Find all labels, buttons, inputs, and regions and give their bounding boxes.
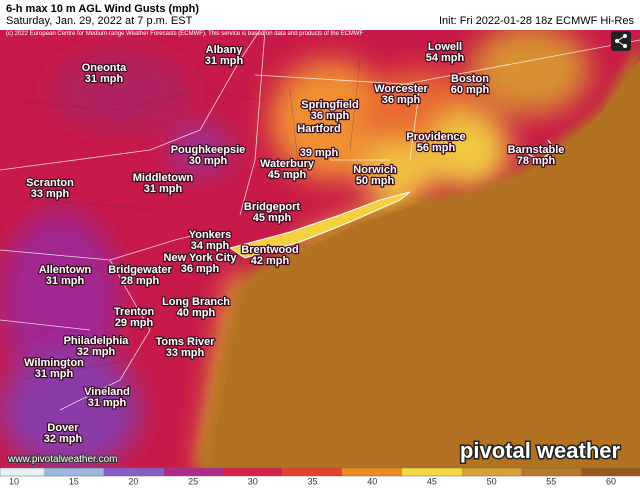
city-name: Boston [451, 73, 489, 85]
colorbar-swatch [163, 468, 223, 476]
city-gust: 32 mph [77, 346, 116, 358]
city-gust: 30 mph [189, 155, 228, 167]
city-gust: 31 mph [144, 183, 183, 195]
init-time: Init: Fri 2022-01-28 18z ECMWF Hi-Res [439, 15, 634, 27]
city-name: Oneonta [82, 62, 127, 74]
city-gust: 56 mph [417, 142, 456, 154]
city-name: Springfield [301, 99, 358, 111]
city-name: Philadelphia [64, 335, 130, 347]
city-name: Scranton [26, 177, 74, 189]
city-gust: 32 mph [44, 433, 83, 445]
share-icon [615, 34, 627, 48]
city-name: Poughkeepsie [171, 144, 246, 156]
city-name: Long Branch [162, 296, 230, 308]
city-gust: 29 mph [115, 317, 154, 329]
city-gust: 42 mph [251, 255, 290, 267]
colorbar-swatch [103, 468, 164, 476]
city-gust: 40 mph [177, 307, 216, 319]
city-gust: 31 mph [205, 55, 244, 67]
colorbar-swatch [342, 468, 403, 476]
city-gust: 50 mph [356, 175, 395, 187]
city-gust: 28 mph [121, 275, 160, 287]
city-gust: 36 mph [311, 110, 350, 122]
city-gust: 45 mph [268, 169, 307, 181]
city-name: Bridgeport [244, 201, 301, 213]
city-gust: 31 mph [88, 397, 127, 409]
colorbar-tick: 15 [69, 476, 79, 486]
city-gust: 31 mph [35, 368, 74, 380]
city-gust: 60 mph [451, 84, 490, 96]
city-gust: 45 mph [253, 212, 292, 224]
watermark-url: www.pivotalweather.com [7, 454, 118, 465]
city-name: Norwich [353, 164, 397, 176]
colorbar-tick: 25 [188, 476, 198, 486]
colorbar-tick: 40 [367, 476, 377, 486]
city-gust: 54 mph [426, 52, 465, 64]
city-gust: 31 mph [85, 73, 124, 85]
city-name: Yonkers [189, 229, 232, 241]
city-gust: 31 mph [46, 275, 85, 287]
map [0, 30, 640, 468]
colorbar-swatch [222, 468, 283, 476]
city-name: Lowell [428, 41, 462, 53]
city-name: New York City [164, 252, 238, 264]
city-name: Providence [406, 131, 465, 143]
city-name: Toms River [155, 336, 215, 348]
city-name: Vineland [84, 386, 130, 398]
city-name: Hartford [297, 123, 340, 135]
city-name: Worcester [374, 83, 428, 95]
city-name: Barnstable [508, 144, 565, 156]
share-button[interactable] [611, 31, 631, 51]
copyright: (c) 2022 European Centre for Medium-rang… [6, 31, 364, 37]
city-name: Trenton [114, 306, 155, 318]
colorbar-swatch [402, 468, 462, 476]
city-name: Wilmington [24, 357, 84, 369]
colorbar-tick: 55 [546, 476, 556, 486]
colorbar-swatch [461, 468, 522, 476]
colorbar-tick: 10 [9, 476, 19, 486]
colorbar-swatch [0, 468, 44, 476]
colorbar-frame [0, 467, 640, 477]
colorbar-swatch [282, 468, 343, 476]
city-gust: 36 mph [181, 263, 220, 275]
city-name: Albany [206, 44, 244, 56]
colorbar-swatch [521, 468, 582, 476]
city-name: Brentwood [241, 244, 298, 256]
title: 6-h max 10 m AGL Wind Gusts (mph) [6, 3, 199, 15]
colorbar-tick: 30 [248, 476, 258, 486]
city-gust: 36 mph [382, 94, 421, 106]
watermark-brand: pivotal weather [460, 438, 621, 463]
city-gust: 33 mph [31, 188, 70, 200]
colorbar-tick: 35 [307, 476, 317, 486]
colorbar-swatch [581, 468, 640, 476]
city-name: Dover [47, 422, 79, 434]
subtitle: Saturday, Jan. 29, 2022 at 7 p.m. EST [6, 15, 193, 27]
colorbar-swatch [43, 468, 104, 476]
city-gust: 34 mph [191, 240, 230, 252]
city-gust: 33 mph [166, 347, 205, 359]
colorbar-tick: 20 [128, 476, 138, 486]
colorbar-tick: 50 [487, 476, 497, 486]
city-name: Bridgewater [108, 264, 172, 276]
city-name: Middletown [133, 172, 194, 184]
city-gust: 39 mph [300, 147, 339, 159]
city-gust: 78 mph [517, 155, 556, 167]
colorbar-tick: 45 [427, 476, 437, 486]
city-name: Allentown [39, 264, 92, 276]
city-name: Waterbury [260, 158, 315, 170]
colorbar-tick: 60 [606, 476, 616, 486]
